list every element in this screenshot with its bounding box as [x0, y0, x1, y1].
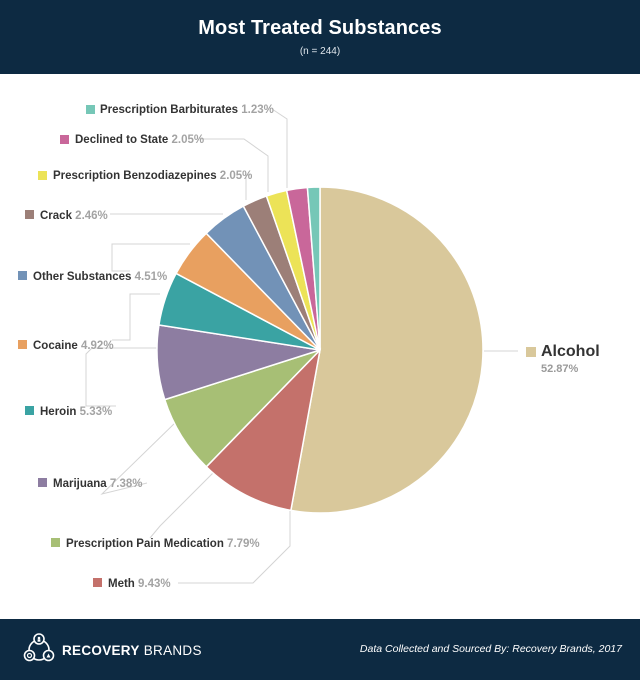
slice-label-other-substances: Other Substances 4.51% [33, 271, 167, 283]
leader-line [271, 108, 288, 188]
pie-slice-alcohol [289, 186, 484, 514]
chart-header: Most Treated Substances (n = 244) [0, 0, 640, 74]
pie-chart: Alcohol 52.87% Meth 9.43% Prescription Pain… [18, 104, 600, 590]
legend-swatch-prescription-pain-medication [51, 538, 60, 547]
leader-line [178, 511, 291, 584]
slice-value-prescription-benzodiazepines: 2.05% [220, 170, 253, 182]
slice-value-crack: 2.46% [75, 210, 108, 222]
leader-line [100, 419, 179, 495]
slice-label-alcohol: Alcohol [541, 343, 600, 360]
callout-labels: Alcohol 52.87% Meth 9.43% Prescription Pain… [18, 104, 600, 590]
leader-line [149, 469, 217, 539]
slice-label-meth: Meth 9.43% [108, 578, 171, 590]
footer: RECOVERY BRANDS Data Collected and Sourc… [0, 619, 640, 680]
slice-label-prescription-pain-medication: Prescription Pain Medication 7.79% [66, 538, 260, 550]
legend-swatch-alcohol [526, 347, 536, 357]
pie-slices [156, 186, 484, 514]
slice-value-prescription-pain-medication: 7.79% [227, 538, 260, 550]
recovery-brands-logo-icon [23, 633, 55, 662]
legend-swatch-meth [93, 578, 102, 587]
slice-label-prescription-benzodiazepines: Prescription Benzodiazepines 2.05% [53, 170, 252, 182]
leader-line [200, 138, 269, 192]
chart-subtitle: (n = 244) [299, 46, 341, 57]
leader-line [112, 293, 160, 341]
leader-lines [85, 108, 518, 584]
source-note: Data Collected and Sourced By: Recovery … [359, 643, 622, 655]
slice-value-prescription-barbiturates: 1.23% [241, 104, 274, 116]
slice-label-cocaine: Cocaine 4.92% [33, 340, 114, 352]
legend-swatch-marijuana [38, 478, 47, 487]
slice-value-meth: 9.43% [138, 578, 171, 590]
leader-line [111, 243, 190, 272]
legend-swatch-prescription-barbiturates [86, 105, 95, 114]
slice-value-other-substances: 4.51% [135, 271, 168, 283]
slice-label-marijuana: Marijuana 7.38% [53, 478, 143, 490]
slice-value-heroin: 5.33% [80, 406, 113, 418]
slice-label-declined-to-state: Declined to State 2.05% [75, 134, 204, 146]
slice-value-declined-to-state: 2.05% [172, 134, 205, 146]
pie-slice-meth [205, 347, 322, 512]
slice-label-prescription-barbiturates: Prescription Barbiturates 1.23% [100, 104, 274, 116]
brand: RECOVERY BRANDS [22, 633, 202, 665]
legend-swatch-other-substances [18, 271, 27, 280]
brand-name: RECOVERY BRANDS [62, 642, 202, 658]
leader-line [245, 174, 250, 200]
slice-label-crack: Crack 2.46% [40, 210, 108, 222]
pie-slice-prescription-barbiturates [306, 186, 321, 351]
legend-swatch-heroin [25, 406, 34, 415]
leader-line [85, 347, 157, 407]
slice-value-cocaine: 4.92% [81, 340, 114, 352]
legend-swatch-prescription-benzodiazepines [38, 171, 47, 180]
slice-value-marijuana: 7.38% [110, 478, 143, 490]
legend-swatch-cocaine [18, 340, 27, 349]
slice-label-heroin: Heroin 5.33% [40, 406, 112, 418]
slice-value-alcohol: 52.87% [541, 363, 579, 375]
legend-swatch-crack [25, 210, 34, 219]
chart-title: Most Treated Substances [198, 17, 442, 39]
legend-swatch-declined-to-state [60, 135, 69, 144]
